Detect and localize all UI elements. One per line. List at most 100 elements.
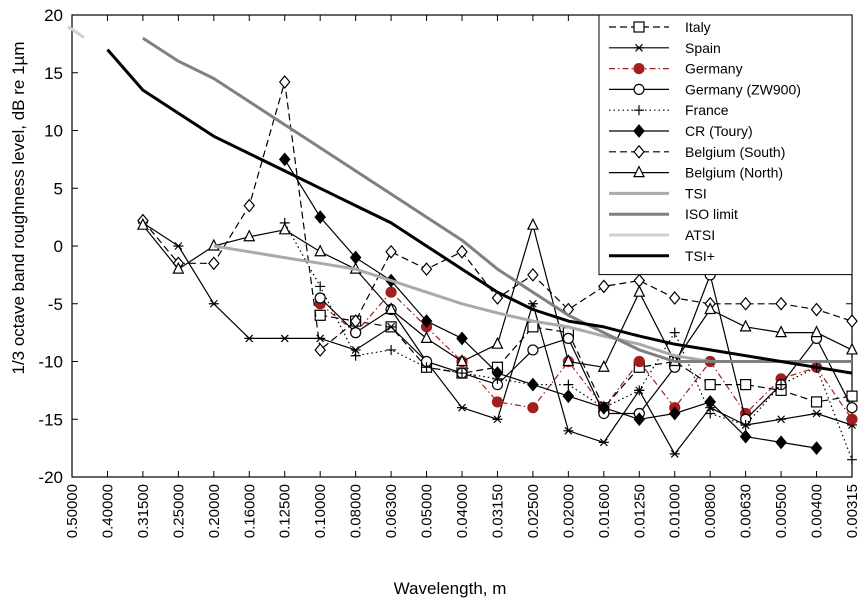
x-tick-label: 0.25000 xyxy=(170,484,187,538)
point-cr-toury xyxy=(314,210,326,225)
point-belgium-north xyxy=(526,217,539,230)
point-france xyxy=(705,408,716,419)
point-belgium-north xyxy=(314,244,327,257)
point-spain xyxy=(527,299,538,308)
x-tick-label: 0.01000 xyxy=(667,484,684,538)
point-belgium-north xyxy=(704,302,717,315)
x-tick-label: 0.02500 xyxy=(525,484,542,538)
y-tick-label: -20 xyxy=(38,468,63,487)
series-line-italy xyxy=(320,314,853,409)
point-belgium-south xyxy=(314,343,326,357)
point-belgium-north xyxy=(136,217,149,230)
point-germany xyxy=(491,396,504,408)
legend-label-spain: Spain xyxy=(685,40,721,56)
legend-marker-spain xyxy=(634,43,644,52)
point-belgium-north xyxy=(562,354,575,367)
point-belgium-south xyxy=(243,198,256,213)
legend-marker-belgium-south xyxy=(633,144,645,159)
x-tick-label: 0.01600 xyxy=(596,484,613,538)
legend-marker-germany xyxy=(633,62,645,75)
y-axis-label: 1/3 octave band roughness level, dB re 1… xyxy=(9,42,28,375)
x-tick-label: 0.01250 xyxy=(631,484,648,538)
point-belgium-north xyxy=(775,325,788,338)
point-belgium-south xyxy=(810,302,823,317)
series-belgium-north xyxy=(136,217,858,372)
point-spain xyxy=(315,334,326,343)
point-cr-toury xyxy=(456,331,468,346)
point-italy xyxy=(314,309,326,321)
point-cr-toury xyxy=(810,441,823,456)
point-belgium-south xyxy=(208,256,220,271)
point-italy xyxy=(527,321,539,333)
point-belgium-south xyxy=(278,75,291,89)
point-cr-toury xyxy=(562,389,575,404)
point-italy xyxy=(740,379,752,391)
legend-label-iso-limit: ISO limit xyxy=(685,206,738,222)
point-spain xyxy=(350,346,361,354)
point-cr-toury xyxy=(739,429,752,444)
point-spain xyxy=(457,403,467,412)
legend-label-cr-toury: CR (Toury) xyxy=(685,123,753,139)
x-tick-label: 0.02000 xyxy=(560,484,577,538)
point-belgium-south xyxy=(456,244,468,259)
point-germany-zw900 xyxy=(314,292,326,304)
point-belgium-north xyxy=(846,342,858,355)
point-france xyxy=(457,368,467,379)
point-belgium-south xyxy=(385,244,397,259)
y-tick-label: -10 xyxy=(38,353,63,372)
point-france xyxy=(350,350,361,361)
x-tick-label: 0.03150 xyxy=(489,484,506,538)
series-tsi xyxy=(106,48,853,375)
point-cr-toury xyxy=(491,366,504,380)
point-belgium-south xyxy=(846,314,858,329)
series-iso-limit xyxy=(142,36,852,363)
point-spain xyxy=(563,426,574,435)
series-line-germany-zw900 xyxy=(319,274,853,420)
legend-box xyxy=(598,14,853,276)
legend: Italy Spain Germany Germany (ZW900) France CR… xyxy=(598,14,853,276)
legend-marker-belgium-north xyxy=(633,165,645,178)
series-line-cr-toury xyxy=(284,159,817,449)
point-belgium-south xyxy=(775,296,787,311)
x-tick-label: 0.00400 xyxy=(809,484,826,538)
point-belgium-north xyxy=(491,336,504,349)
legend-label-tsi: TSI xyxy=(685,185,707,201)
x-tick-label: 0.06300 xyxy=(383,484,400,538)
legend-label-atsi: ATSI xyxy=(685,227,715,243)
x-tick-label: 0.10000 xyxy=(312,484,329,538)
point-france xyxy=(847,454,857,465)
y-tick-label: 5 xyxy=(54,179,63,198)
point-germany-zw900 xyxy=(846,402,858,414)
y-tick-label: 15 xyxy=(44,64,63,83)
point-italy xyxy=(846,390,858,402)
x-tick-label: 0.50000 xyxy=(64,484,81,538)
x-tick-label: 0.00630 xyxy=(738,484,755,538)
point-belgium-north xyxy=(597,359,610,372)
x-tick-label: 0.00315 xyxy=(844,484,861,538)
x-tick-label: 0.20000 xyxy=(206,484,223,538)
x-axis-label: Wavelength, m xyxy=(394,579,507,598)
point-belgium-south xyxy=(633,273,646,288)
point-belgium-north xyxy=(385,302,398,315)
point-belgium-south xyxy=(527,267,539,282)
point-france xyxy=(634,385,645,396)
series-germany xyxy=(314,286,858,425)
point-italy xyxy=(704,379,716,391)
x-tick-label: 0.04000 xyxy=(454,484,471,538)
point-spain xyxy=(776,415,787,424)
point-belgium-south xyxy=(598,279,610,294)
legend-marker-germany-zw900 xyxy=(633,83,645,96)
point-spain xyxy=(669,449,680,458)
series-line-germany xyxy=(319,291,853,420)
legend-label-france: France xyxy=(685,102,729,118)
x-tick-label: 0.12500 xyxy=(277,484,294,538)
x-tick-label: 0.08000 xyxy=(348,484,365,538)
point-belgium-north xyxy=(810,325,823,338)
series-line-iso-limit xyxy=(142,36,852,363)
x-tick-label: 0.05000 xyxy=(419,484,436,538)
series-layer xyxy=(67,25,858,465)
point-france xyxy=(740,420,751,431)
point-france xyxy=(386,344,397,355)
point-spain xyxy=(244,334,255,343)
